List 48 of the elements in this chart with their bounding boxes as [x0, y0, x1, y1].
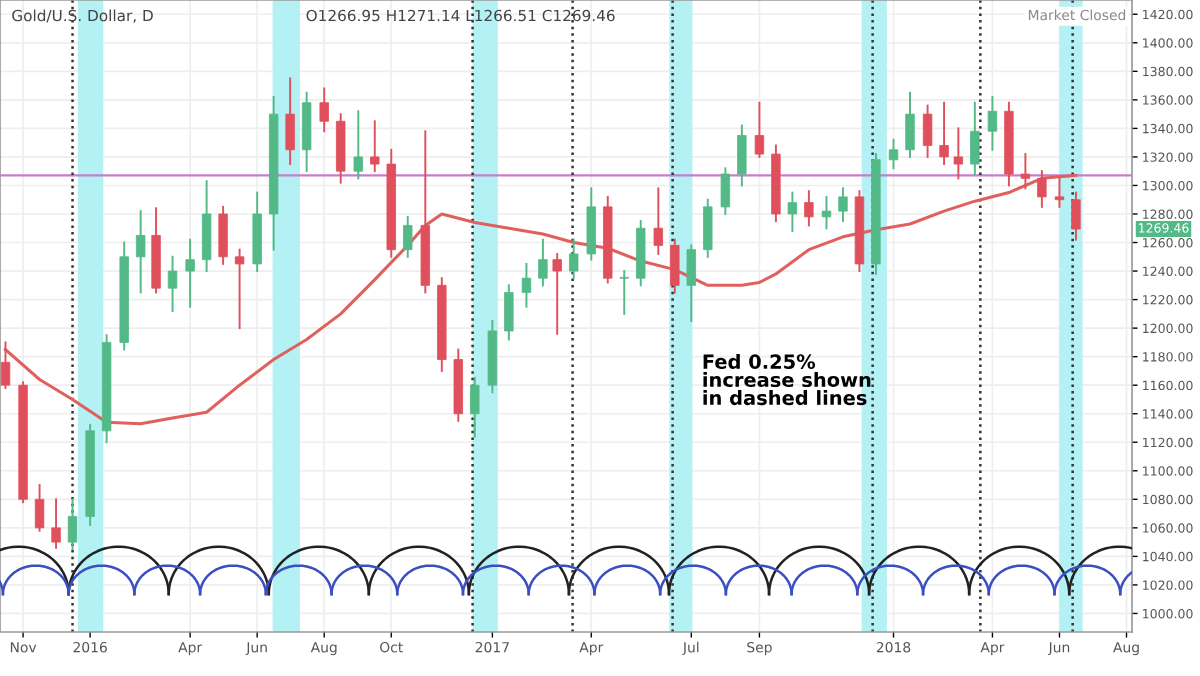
candlestick: [218, 205, 228, 265]
candlestick: [922, 104, 933, 158]
candlestick: [301, 91, 312, 173]
candlestick: [670, 238, 680, 294]
candlestick: [737, 124, 747, 187]
candlestick: [167, 255, 178, 312]
candlestick: [0, 341, 11, 390]
candlestick: [987, 96, 998, 151]
candlestick: [353, 110, 363, 180]
candlestick: [403, 215, 413, 258]
candlestick: [838, 187, 848, 223]
candlestick: [185, 238, 195, 308]
candlestick: [821, 195, 832, 230]
candlestick: [653, 187, 664, 255]
line-series: [3, 173, 1078, 426]
candlestick: [504, 284, 514, 341]
annotation: Fed 0.25% increase shown in dashed lines: [703, 353, 871, 406]
candlestick: [804, 190, 814, 227]
candlestick: [319, 87, 329, 133]
candlestick: [720, 167, 731, 215]
candlestick: [1054, 177, 1065, 208]
candlestick: [370, 120, 380, 173]
candlestick: [754, 101, 765, 158]
candlestick: [521, 262, 532, 308]
candlestick: [552, 252, 562, 335]
candlestick: [953, 127, 964, 180]
candlestick: [686, 244, 696, 322]
candlestick: [234, 248, 245, 330]
candlestick: [568, 238, 579, 280]
candlestick: [1071, 191, 1081, 241]
candlestick: [285, 77, 295, 166]
candlestick: [787, 191, 798, 233]
candlestick: [67, 498, 78, 551]
candlestick: [970, 101, 980, 176]
candlestick: [538, 238, 548, 287]
candlestick: [905, 91, 915, 158]
candlestick: [586, 187, 596, 261]
candlestick: [201, 180, 212, 273]
candlestick: [888, 138, 899, 170]
candlestick: [939, 101, 949, 166]
candlestick: [34, 484, 45, 532]
candlestick: [470, 377, 480, 438]
candlestick: [1037, 170, 1047, 208]
candlestick: [135, 210, 146, 294]
candlestick: [51, 498, 61, 549]
candlestick: [703, 198, 713, 258]
candlestick: [619, 270, 629, 315]
candlestick: [1020, 153, 1031, 190]
